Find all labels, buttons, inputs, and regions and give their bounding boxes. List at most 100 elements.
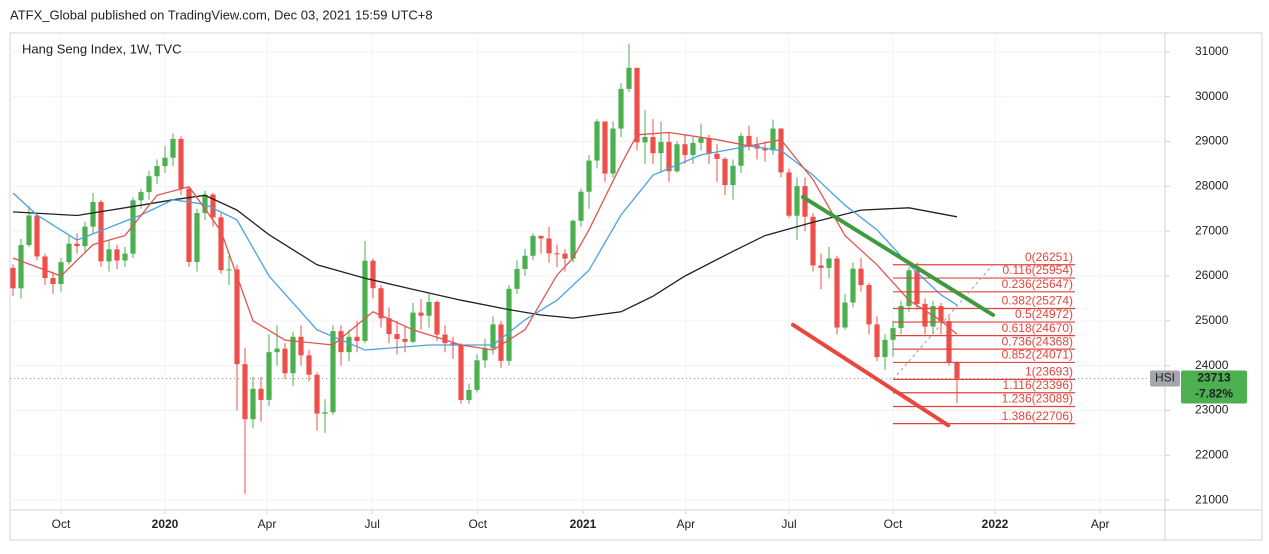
candle-body xyxy=(730,165,736,186)
candle-body xyxy=(610,128,616,174)
y-tick-label: 21000 xyxy=(1195,492,1229,506)
fib-label: 0.618(24670) xyxy=(1002,321,1073,335)
candle-body xyxy=(410,312,416,342)
y-tick-label: 27000 xyxy=(1195,223,1229,237)
candle-body xyxy=(746,135,752,146)
candle-body xyxy=(154,166,160,177)
fib-label: 0.736(24368) xyxy=(1002,334,1073,348)
candle-body xyxy=(522,255,528,269)
axes: 21000 22000 23000 24000 25000 26000 27000 28000… xyxy=(52,44,1247,531)
candle-body xyxy=(362,260,368,341)
candle-body xyxy=(482,348,488,361)
x-tick-label: 2022 xyxy=(982,517,1009,531)
candle-body xyxy=(906,270,912,306)
candle-body xyxy=(122,253,128,261)
trendline xyxy=(801,195,995,317)
candle-body xyxy=(802,186,808,217)
candle-body xyxy=(914,270,920,304)
candle-body xyxy=(946,321,952,363)
candle-body xyxy=(178,138,184,189)
candle-body xyxy=(922,303,928,327)
candle-body xyxy=(170,138,176,158)
candle-body xyxy=(874,324,880,358)
candle-body xyxy=(74,243,80,247)
plot-area: 0(26251)0.116(25954)0.236(25647) 0.382(25… xyxy=(10,33,1165,510)
fib-label: 0.116(25954) xyxy=(1003,263,1074,277)
candle-body xyxy=(186,188,192,262)
candle-body xyxy=(530,235,536,256)
candle-body xyxy=(498,324,504,361)
candle-body xyxy=(514,268,520,289)
candle-body xyxy=(258,388,264,400)
candle-body xyxy=(842,302,848,328)
fib-label: 1(23693) xyxy=(1025,365,1073,379)
candle-body xyxy=(210,194,216,218)
candle-body xyxy=(666,141,672,172)
candle-body xyxy=(490,324,496,349)
candle-body xyxy=(34,215,40,257)
candle-body xyxy=(234,269,240,365)
candle-body xyxy=(394,334,400,339)
moving-average xyxy=(12,145,958,351)
candle-body xyxy=(474,360,480,390)
fib-label: 0.236(25647) xyxy=(1002,277,1073,291)
candle-body xyxy=(706,137,712,154)
moving-average xyxy=(12,194,958,319)
x-tick-label: Apr xyxy=(676,517,695,531)
candle-body xyxy=(298,336,304,356)
candle-body xyxy=(226,269,232,271)
candle-body xyxy=(642,137,648,143)
candle-body xyxy=(426,301,432,316)
candle-body xyxy=(682,144,688,155)
x-tick-label: 2021 xyxy=(570,517,597,531)
y-tick-label: 29000 xyxy=(1195,134,1229,148)
candle-body xyxy=(282,348,288,374)
candle-body xyxy=(938,306,944,322)
candle-body xyxy=(506,288,512,361)
x-tick-label: Jul xyxy=(781,517,796,531)
candle-body xyxy=(370,260,376,289)
candle-body xyxy=(138,192,144,201)
candle-body xyxy=(458,345,464,400)
y-tick-label: 23000 xyxy=(1195,403,1229,417)
x-tick-label: Apr xyxy=(258,517,277,531)
moving-average xyxy=(12,131,958,351)
candle-body xyxy=(434,301,440,335)
y-tick-label: 28000 xyxy=(1195,178,1229,192)
y-tick-label: 26000 xyxy=(1195,268,1229,282)
y-tick-label: 24000 xyxy=(1195,358,1229,372)
header: ATFX_Global published on TradingView.com… xyxy=(10,7,433,22)
candle-body xyxy=(146,176,152,193)
candle-body xyxy=(850,268,856,303)
candle-body xyxy=(346,336,352,353)
y-tick-label: 25000 xyxy=(1195,313,1229,327)
candle-body xyxy=(578,191,584,221)
fib-label: 0.852(24071) xyxy=(1002,348,1073,362)
candle-body xyxy=(634,67,640,143)
candle-body xyxy=(690,142,696,155)
candle-body xyxy=(810,216,816,266)
candle-body xyxy=(10,267,16,289)
candle-body xyxy=(50,278,56,285)
candle-body xyxy=(274,348,280,353)
candle-body xyxy=(890,328,896,340)
candle-body xyxy=(762,148,768,151)
chart-title: Hang Seng Index, 1W, TVC xyxy=(22,41,181,56)
candle-body xyxy=(538,235,544,239)
candle-body xyxy=(882,339,888,358)
candle-body xyxy=(314,374,320,414)
fib-label: 0.382(25274) xyxy=(1002,294,1073,308)
candle-body xyxy=(658,141,664,154)
candle-body xyxy=(954,362,960,379)
price-badge xyxy=(1181,370,1247,404)
candle-body xyxy=(162,157,168,167)
candle-body xyxy=(442,334,448,344)
y-tick-label: 31000 xyxy=(1195,44,1229,58)
candle-body xyxy=(402,338,408,342)
candle-body xyxy=(306,355,312,375)
candle-body xyxy=(322,412,328,414)
candle-body xyxy=(18,245,24,289)
candle-body xyxy=(586,160,592,192)
fib-label: 1.236(23089) xyxy=(1002,392,1073,406)
